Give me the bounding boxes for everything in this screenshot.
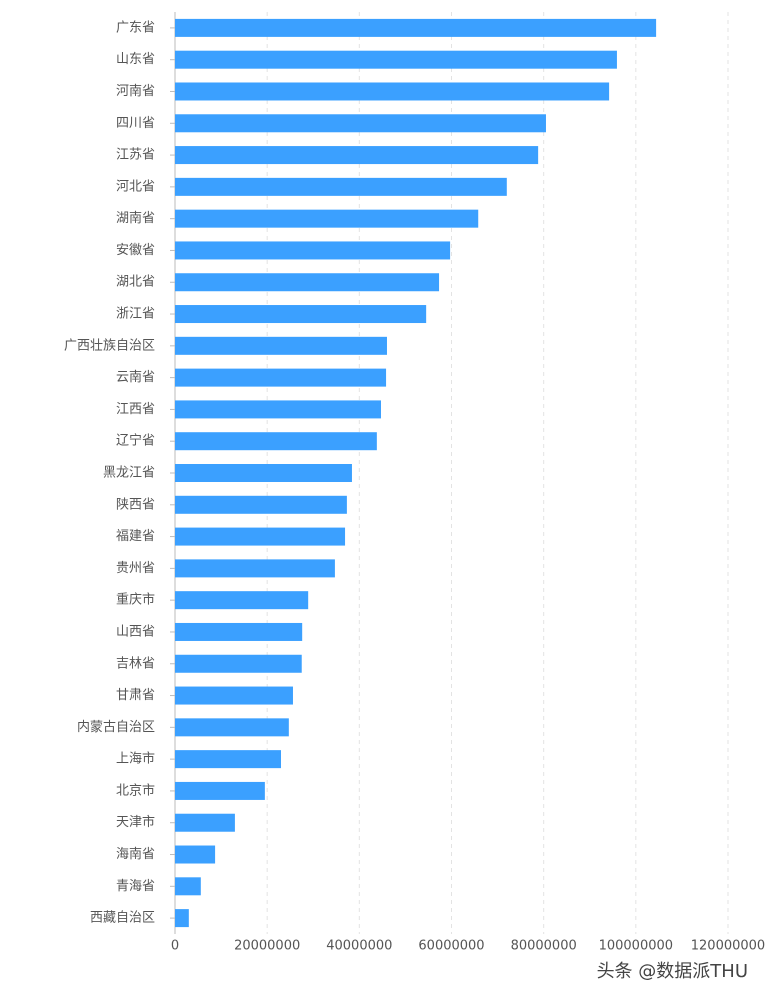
y-tick-label: 广西壮族自治区 <box>64 337 155 353</box>
y-tick-label: 河北省 <box>116 179 155 194</box>
bar <box>175 495 347 514</box>
bar <box>175 82 610 101</box>
y-tick-label: 西藏自治区 <box>90 911 155 926</box>
bar <box>175 273 440 292</box>
y-tick-label: 青海省 <box>116 879 155 894</box>
y-tick-label: 云南省 <box>116 369 155 385</box>
y-tick-label: 山东省 <box>116 52 155 67</box>
x-tick-label: 80000000 <box>511 939 577 954</box>
y-tick-label: 上海市 <box>116 751 155 767</box>
bar <box>175 368 387 387</box>
y-tick-label: 内蒙古自治区 <box>77 719 155 735</box>
bar <box>175 400 381 419</box>
x-tick-label: 0 <box>171 939 179 954</box>
bar <box>175 146 539 165</box>
y-tick-label: 甘肃省 <box>116 688 155 703</box>
y-tick-label: 海南省 <box>116 846 155 862</box>
bar <box>175 114 546 133</box>
x-tick-label: 40000000 <box>326 939 392 954</box>
bar <box>175 241 451 260</box>
bar <box>175 909 189 928</box>
y-tick-label: 四川省 <box>116 116 155 131</box>
bar <box>175 686 293 705</box>
y-tick-label: 江苏省 <box>116 147 155 163</box>
bar <box>175 559 335 578</box>
y-tick-label: 天津市 <box>116 814 155 830</box>
y-tick-label: 陕西省 <box>116 497 155 512</box>
bar <box>175 305 427 324</box>
y-tick-label: 贵州省 <box>116 561 155 576</box>
bar <box>175 813 235 832</box>
y-tick-label: 辽宁省 <box>116 433 155 449</box>
y-tick-label: 重庆市 <box>116 592 155 608</box>
bar <box>175 464 352 482</box>
bar <box>175 622 303 641</box>
bar <box>175 177 507 196</box>
y-tick-label: 黑龙江省 <box>103 466 155 481</box>
y-tick-label: 广东省 <box>116 20 155 35</box>
y-tick-label: 江西省 <box>116 402 155 417</box>
bar <box>175 209 479 228</box>
y-tick-label: 河南省 <box>116 83 155 99</box>
x-tick-label: 100000000 <box>599 939 673 954</box>
y-tick-label: 湖南省 <box>116 210 155 226</box>
y-tick-label: 山西省 <box>116 624 155 639</box>
bar <box>175 591 309 610</box>
y-tick-label: 吉林省 <box>116 656 155 671</box>
bar <box>175 877 201 896</box>
y-tick-label: 浙江省 <box>116 307 155 322</box>
x-tick-label: 20000000 <box>234 939 300 954</box>
bar <box>175 781 265 800</box>
bar <box>175 527 346 546</box>
y-tick-label: 安徽省 <box>116 243 155 258</box>
bar <box>175 654 302 673</box>
x-tick-label: 120000000 <box>691 939 765 954</box>
bar <box>175 336 387 355</box>
bar <box>175 845 216 864</box>
bar <box>175 750 281 769</box>
x-tick-label: 60000000 <box>418 939 484 954</box>
watermark: 头条 @数据派THU <box>597 961 748 982</box>
y-tick-label: 北京市 <box>116 782 155 798</box>
bar <box>175 50 617 69</box>
bar <box>175 432 377 451</box>
bar <box>175 18 657 37</box>
y-tick-label: 福建省 <box>116 529 155 544</box>
bar <box>175 718 289 737</box>
y-tick-label: 湖北省 <box>116 275 155 290</box>
